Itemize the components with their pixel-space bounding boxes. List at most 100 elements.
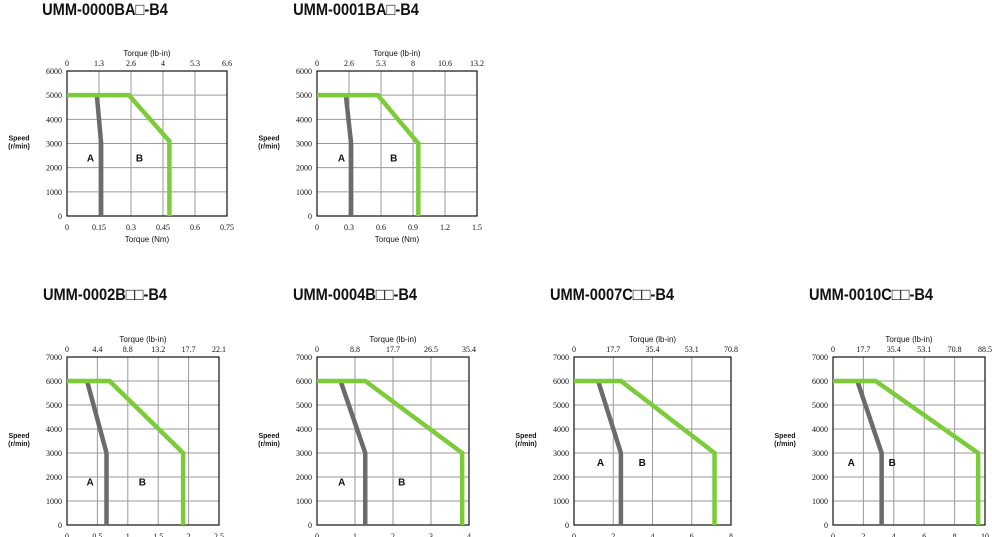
y-tick-label: 1000 — [46, 188, 62, 197]
y-tick-label: 4000 — [296, 115, 312, 124]
x-tick-label: 0.5 — [92, 532, 102, 537]
y-axis-label: Speed — [515, 433, 536, 440]
x-tick-label: 0.3 — [344, 223, 354, 232]
region-label-b: B — [136, 154, 143, 165]
y-tick-label: 7000 — [46, 353, 62, 362]
y-tick-label: 3000 — [296, 140, 312, 149]
y-tick-label: 2000 — [296, 164, 312, 173]
series-intermittent-line — [317, 92, 421, 216]
chart-svg: 00217.7435.4653.1870.8010002000300040005… — [515, 335, 738, 537]
y-axis-label: (r/min) — [258, 144, 280, 151]
y-tick-label: 5000 — [296, 91, 312, 100]
y-tick-label: 2000 — [46, 473, 62, 482]
y-tick-label: 4000 — [296, 425, 312, 434]
region-label-a: A — [338, 154, 345, 165]
y-axis-label: Speed — [258, 433, 279, 440]
y-tick-label: 5000 — [553, 401, 569, 410]
x2-tick-label: 17.7 — [182, 345, 196, 354]
x-tick-label: 0 — [65, 532, 69, 537]
y-axis-label: (r/min) — [774, 441, 796, 448]
x2-tick-label: 0 — [315, 59, 319, 68]
y-tick-label: 5000 — [812, 401, 828, 410]
x2-axis-label: Torque (lb-in) — [629, 335, 676, 344]
plot-area: 0018.8217.7326.5435.40100020003000400050… — [258, 335, 476, 537]
plot-frame — [66, 70, 228, 217]
y-tick-label: 6000 — [296, 377, 312, 386]
x2-axis-label: Torque (lb-in) — [123, 49, 170, 58]
y-tick-label: 0 — [565, 521, 569, 530]
y-tick-label: 0 — [308, 521, 312, 530]
y-axis-label: (r/min) — [8, 144, 30, 151]
y-tick-label: 5000 — [296, 401, 312, 410]
y-tick-label: 6000 — [812, 377, 828, 386]
y-tick-label: 3000 — [296, 449, 312, 458]
x2-tick-label: 17.7 — [386, 345, 400, 354]
region-label-b: B — [390, 154, 397, 165]
series-continuous-line — [84, 380, 109, 525]
chart-svg: 000.54.418.81.513.2217.72.522.1010002000… — [8, 335, 226, 537]
region-label-b: B — [398, 477, 405, 488]
x-tick-label: 4 — [892, 532, 896, 537]
x-tick-label: 0.6 — [376, 223, 386, 232]
x2-tick-label: 2.6 — [126, 59, 136, 68]
y-tick-label: 1000 — [296, 188, 312, 197]
x2-tick-label: 0 — [315, 345, 319, 354]
x2-tick-label: 0 — [831, 345, 835, 354]
series-intermittent-line — [317, 378, 465, 525]
region-label-a: A — [848, 458, 855, 469]
y-tick-label: 6000 — [46, 67, 62, 76]
y-tick-label: 6000 — [46, 377, 62, 386]
y-tick-label: 0 — [824, 521, 828, 530]
x2-tick-label: 22.1 — [212, 345, 226, 354]
x-tick-label: 8 — [953, 532, 957, 537]
x-tick-label: 0.45 — [156, 223, 170, 232]
y-axis-label: (r/min) — [8, 441, 30, 448]
x-tick-label: 0 — [315, 532, 319, 537]
x2-tick-label: 4 — [161, 59, 165, 68]
x-tick-label: 1.5 — [153, 532, 163, 537]
x2-tick-label: 35.4 — [646, 345, 660, 354]
x2-axis-label: Torque (lb-in) — [373, 49, 420, 58]
series-continuous-line — [338, 380, 368, 525]
x2-tick-label: 5.3 — [190, 59, 200, 68]
y-tick-label: 1000 — [553, 497, 569, 506]
x-tick-label: 1.2 — [440, 223, 450, 232]
x2-tick-label: 17.7 — [856, 345, 870, 354]
plot-area: 000.151.30.32.60.4540.65.30.756.60100020… — [8, 49, 234, 244]
y-tick-label: 4000 — [553, 425, 569, 434]
chart-title: UMM-0002B□□-B4 — [42, 285, 168, 304]
x2-tick-label: 13.2 — [151, 345, 165, 354]
chart-svg: 0018.8217.7326.5435.40100020003000400050… — [258, 335, 476, 537]
x2-tick-label: 17.7 — [606, 345, 620, 354]
plot-area: 00217.7435.4653.1870.8010002000300040005… — [515, 335, 738, 537]
y-tick-label: 1000 — [46, 497, 62, 506]
series-intermittent-line — [67, 92, 172, 216]
x-tick-label: 3 — [429, 532, 433, 537]
y-tick-label: 0 — [308, 212, 312, 221]
region-label-a: A — [86, 477, 93, 488]
x2-axis-label: Torque (lb-in) — [119, 335, 166, 344]
x2-tick-label: 5.3 — [376, 59, 386, 68]
y-tick-label: 5000 — [46, 401, 62, 410]
series-continuous-line — [94, 94, 104, 216]
x-tick-label: 2.5 — [214, 532, 224, 537]
x-tick-label: 2 — [611, 532, 615, 537]
x-tick-label: 4 — [467, 532, 471, 537]
chart-title: UMM-0010C□□-B4 — [808, 285, 934, 304]
x2-tick-label: 4.4 — [92, 345, 102, 354]
x2-tick-label: 1.3 — [94, 59, 104, 68]
y-tick-label: 3000 — [553, 449, 569, 458]
y-tick-label: 7000 — [553, 353, 569, 362]
x-tick-label: 0.15 — [92, 223, 106, 232]
y-axis-label: (r/min) — [258, 441, 280, 448]
x-tick-label: 10 — [981, 532, 989, 537]
y-tick-label: 2000 — [296, 473, 312, 482]
y-tick-label: 3000 — [812, 449, 828, 458]
y-tick-label: 1000 — [812, 497, 828, 506]
x-tick-label: 2 — [391, 532, 395, 537]
y-tick-label: 6000 — [553, 377, 569, 386]
chart-svg: 000.151.30.32.60.4540.65.30.756.60100020… — [8, 49, 234, 244]
x2-tick-label: 0 — [65, 345, 69, 354]
x-tick-label: 4 — [651, 532, 655, 537]
y-tick-label: 5000 — [46, 91, 62, 100]
